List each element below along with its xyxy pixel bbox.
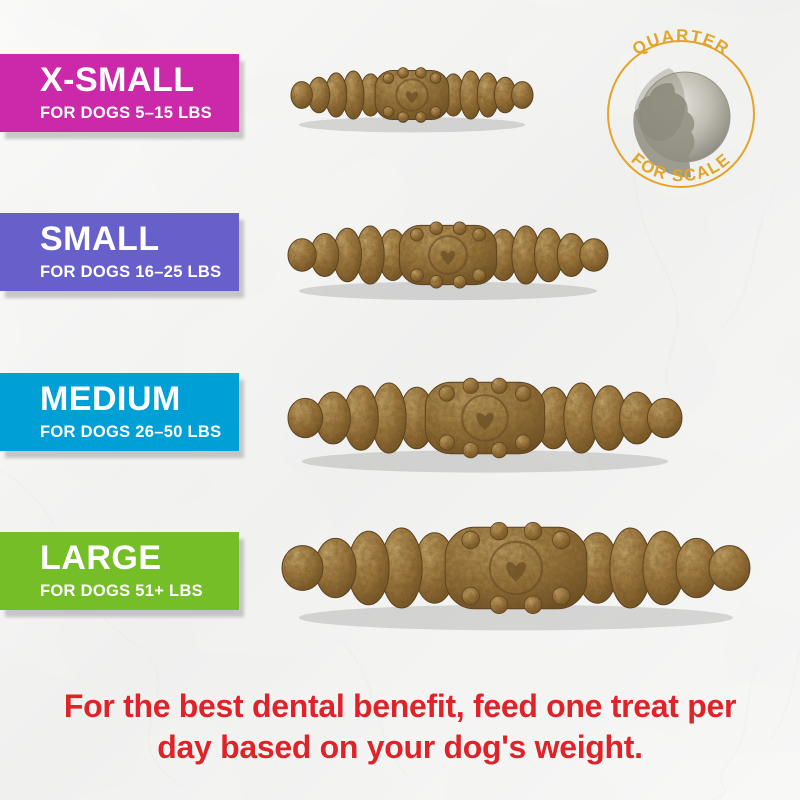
svg-text:QUARTER: QUARTER [629, 26, 733, 59]
